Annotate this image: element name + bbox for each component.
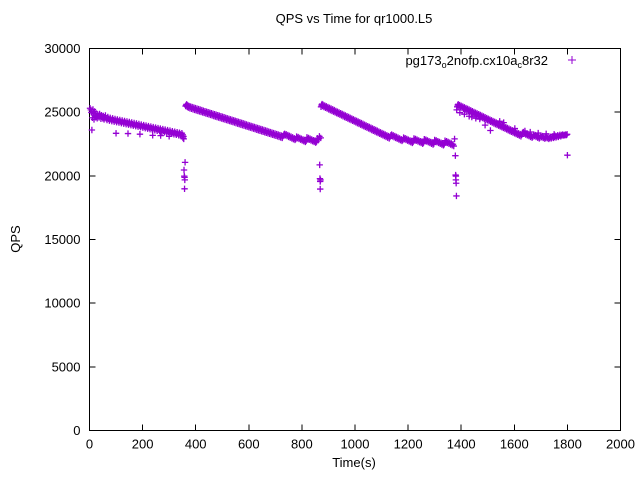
data-point-marker xyxy=(496,118,503,125)
x-tick-label: 400 xyxy=(185,437,207,452)
data-point-marker xyxy=(180,166,188,174)
data-point-marker xyxy=(452,172,460,180)
y-axis-ticks: 0 5000 10000 15000 20000 25000 30000 xyxy=(44,41,621,438)
data-point-marker xyxy=(452,152,459,159)
data-point-marker xyxy=(316,161,323,169)
data-point-marker xyxy=(179,134,187,142)
legend: pg173o2nofp.cx10ac8r32 xyxy=(405,53,576,70)
x-axis-title: Time(s) xyxy=(332,455,376,470)
data-point-marker xyxy=(468,113,476,121)
data-point-marker xyxy=(452,180,460,187)
data-point-marker xyxy=(550,131,558,138)
data-point-marker xyxy=(181,185,188,193)
data-point-marker xyxy=(476,115,483,123)
data-points-layer xyxy=(86,100,571,200)
plot-frame xyxy=(89,48,621,431)
data-point-marker xyxy=(563,131,571,138)
data-point-marker xyxy=(180,135,187,143)
y-tick-label: 10000 xyxy=(44,296,80,311)
data-point-marker xyxy=(181,176,189,184)
x-tick-label: 1600 xyxy=(500,437,529,452)
data-point-marker xyxy=(481,121,489,129)
data-point-marker xyxy=(450,142,457,150)
data-point-marker xyxy=(157,132,164,139)
y-tick-label: 15000 xyxy=(44,232,80,247)
y-tick-label: 30000 xyxy=(44,41,80,56)
x-tick-label: 800 xyxy=(291,437,313,452)
y-tick-label: 25000 xyxy=(44,105,80,120)
x-tick-label: 1200 xyxy=(394,437,423,452)
data-point-marker xyxy=(453,192,460,200)
x-tick-label: 1800 xyxy=(553,437,582,452)
data-point-marker xyxy=(487,127,494,134)
x-tick-label: 600 xyxy=(238,437,260,452)
data-point-marker xyxy=(181,159,189,166)
x-tick-label: 1400 xyxy=(447,437,476,452)
data-point-marker xyxy=(88,126,96,134)
x-tick-label: 200 xyxy=(132,437,154,452)
data-point-marker xyxy=(451,135,458,143)
data-point-marker xyxy=(317,185,324,193)
chart-title: QPS vs Time for qr1000.L5 xyxy=(276,11,433,26)
y-tick-label: 5000 xyxy=(52,359,81,374)
y-tick-label: 20000 xyxy=(44,168,80,183)
data-point-marker xyxy=(136,131,144,138)
legend-marker-plus xyxy=(568,56,576,64)
data-point-marker xyxy=(165,133,173,140)
data-point-marker xyxy=(542,130,550,138)
data-point-marker xyxy=(472,115,479,122)
y-axis-title: QPS xyxy=(8,225,23,253)
data-point-marker xyxy=(563,131,570,139)
data-point-marker xyxy=(461,111,468,118)
data-point-marker xyxy=(317,134,324,142)
x-tick-label: 2000 xyxy=(606,437,635,452)
data-point-marker xyxy=(511,125,519,132)
x-tick-label: 0 xyxy=(86,437,93,452)
y-tick-label: 0 xyxy=(73,423,80,438)
data-point-marker xyxy=(124,130,132,137)
data-point-marker xyxy=(527,128,534,136)
x-axis-ticks: 0 200 400 600 800 1000 1200 1400 1600 1800 2000 xyxy=(86,48,635,452)
data-point-marker xyxy=(149,132,156,139)
data-point-marker xyxy=(534,129,542,137)
legend-series-label: pg173o2nofp.cx10ac8r32 xyxy=(405,53,548,70)
data-point-marker xyxy=(317,176,324,184)
data-point-marker xyxy=(500,119,507,126)
data-point-marker xyxy=(456,109,464,116)
data-point-marker xyxy=(564,152,571,159)
data-point-marker xyxy=(521,127,529,135)
data-point-marker xyxy=(112,130,120,137)
x-tick-label: 1000 xyxy=(341,437,370,452)
